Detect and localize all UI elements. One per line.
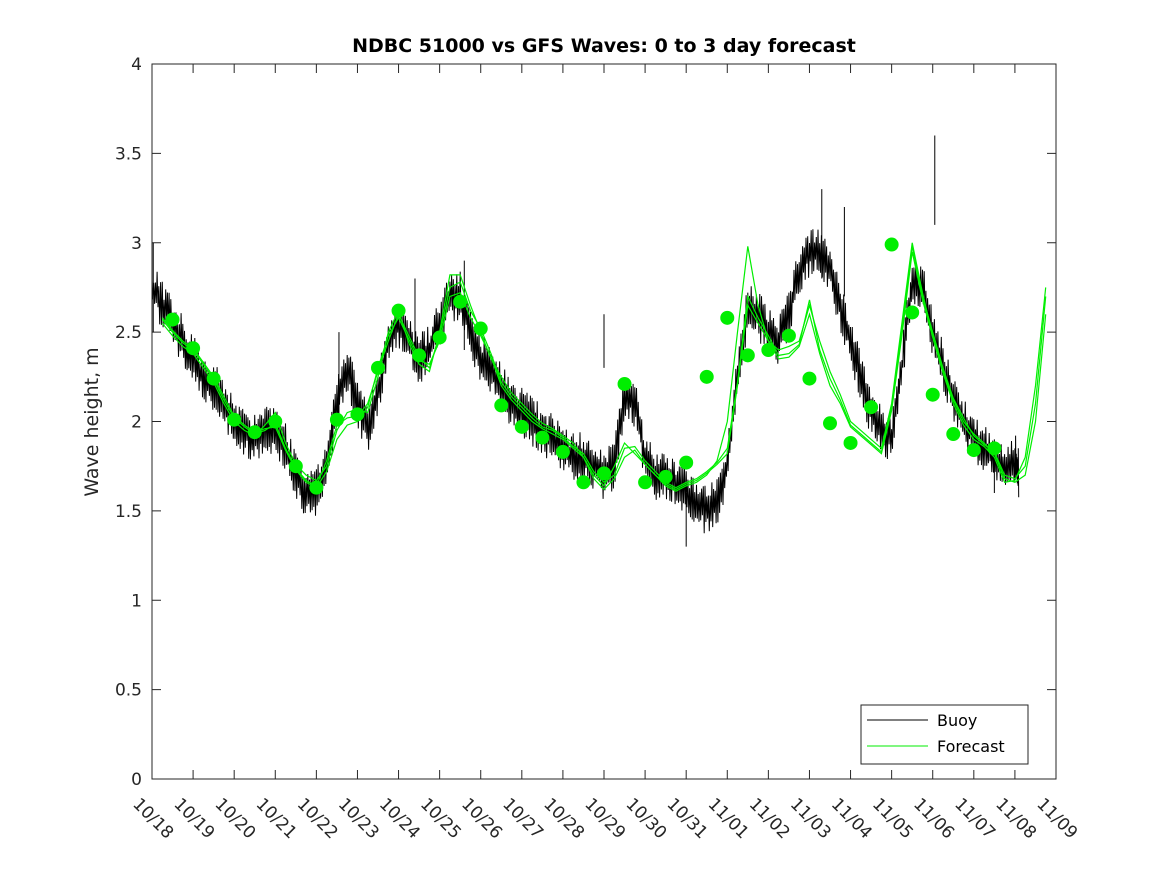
forecast-marker bbox=[288, 459, 303, 474]
series-layer bbox=[151, 135, 1047, 547]
axes-frame bbox=[151, 63, 1057, 780]
forecast-marker bbox=[473, 321, 488, 336]
forecast-marker bbox=[535, 430, 550, 445]
forecast-marker bbox=[186, 341, 201, 356]
forecast-marker bbox=[925, 387, 940, 402]
y-tick-label: 1.5 bbox=[115, 502, 142, 522]
legend-buoy-label: Buoy bbox=[937, 711, 977, 730]
forecast-marker bbox=[329, 412, 344, 427]
y-axis: 0 0.5 1 1.5 2 2.5 3 3.5 4 bbox=[115, 55, 1056, 790]
forecast-marker bbox=[864, 400, 879, 415]
forecast-marker bbox=[576, 475, 591, 490]
forecast-marker bbox=[740, 348, 755, 363]
forecast-marker bbox=[309, 480, 324, 495]
forecast-marker bbox=[597, 466, 611, 481]
y-tick-label: 0.5 bbox=[115, 681, 142, 701]
legend-forecast-label: Forecast bbox=[937, 737, 1005, 756]
plot-area bbox=[152, 64, 1056, 779]
forecast-marker bbox=[391, 303, 406, 318]
forecast-line bbox=[161, 251, 1047, 491]
y-tick-label: 4 bbox=[131, 55, 142, 75]
legend: Buoy Forecast bbox=[860, 704, 1029, 765]
forecast-marker bbox=[781, 328, 796, 343]
forecast-marker bbox=[905, 305, 920, 320]
forecast-marker bbox=[699, 369, 714, 384]
forecast-marker bbox=[966, 443, 981, 458]
y-axis-label: Wave height, m bbox=[81, 347, 103, 496]
forecast-marker bbox=[165, 312, 180, 327]
forecast-marker bbox=[371, 360, 385, 375]
forecast-marker bbox=[946, 427, 961, 442]
forecast-line bbox=[161, 242, 1047, 492]
forecast-marker bbox=[514, 419, 529, 434]
forecast-marker bbox=[247, 425, 262, 440]
forecast-marker bbox=[555, 444, 570, 459]
chart-title: NDBC 51000 vs GFS Waves: 0 to 3 day fore… bbox=[352, 35, 856, 57]
forecast-marker bbox=[412, 348, 427, 363]
y-tick-label: 2 bbox=[131, 413, 142, 433]
y-tick-label: 3 bbox=[131, 234, 142, 254]
forecast-marker bbox=[823, 416, 837, 431]
forecast-marker bbox=[802, 371, 817, 386]
forecast-marker bbox=[227, 412, 242, 427]
forecast-marker bbox=[206, 371, 221, 386]
forecast-marker bbox=[617, 376, 632, 391]
y-tick-label: 0 bbox=[131, 770, 142, 790]
y-tick-label: 3.5 bbox=[115, 144, 142, 164]
forecast-marker bbox=[679, 455, 694, 470]
y-tick-label: 2.5 bbox=[115, 323, 142, 343]
forecast-marker bbox=[268, 414, 283, 429]
forecast-marker bbox=[638, 475, 653, 490]
forecast-marker bbox=[658, 469, 673, 484]
forecast-marker bbox=[350, 407, 365, 422]
legend-box bbox=[860, 704, 1029, 765]
forecast-marker bbox=[494, 398, 509, 413]
forecast-marker bbox=[884, 237, 899, 252]
forecast-line bbox=[161, 246, 1047, 489]
forecast-marker bbox=[432, 330, 447, 345]
forecast-marker bbox=[987, 441, 1002, 456]
forecast-marker bbox=[453, 294, 468, 309]
y-tick-label: 1 bbox=[131, 591, 142, 611]
forecast-marker bbox=[720, 310, 735, 325]
forecast-marker bbox=[843, 435, 858, 450]
forecast-marker bbox=[761, 343, 776, 357]
